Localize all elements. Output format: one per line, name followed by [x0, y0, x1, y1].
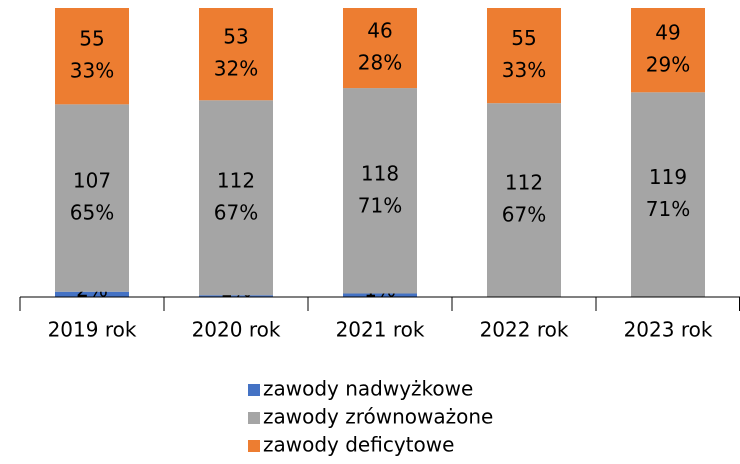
x-tick-label: 2021 rok: [336, 318, 425, 342]
percent-label: 67%: [214, 200, 258, 224]
percent-label: 33%: [70, 59, 114, 83]
bar-segment: [199, 295, 273, 297]
percent-label: 67%: [502, 203, 546, 227]
value-label: 55: [79, 27, 104, 51]
x-tick-label: 2023 rok: [624, 318, 713, 342]
bar-segment: [199, 100, 273, 296]
legend-swatch: [248, 384, 260, 396]
legend-swatch: [248, 412, 260, 424]
bar-segment: [631, 92, 705, 298]
x-tick-label: 2022 rok: [480, 318, 569, 342]
value-label: 107: [73, 169, 111, 193]
value-label: 53: [223, 25, 248, 49]
bar-segment: [631, 8, 705, 93]
legend-swatch: [248, 440, 260, 452]
value-label: 112: [505, 171, 543, 195]
legend-label: zawody zrównoważone: [263, 405, 493, 429]
bar-segment: [55, 104, 129, 292]
percent-label: 71%: [646, 197, 690, 221]
x-tick-label: 2019 rok: [48, 318, 137, 342]
bar-segment: [343, 8, 417, 89]
percent-label: 32%: [214, 57, 258, 81]
value-label: 55: [511, 26, 536, 50]
value-label: 119: [649, 165, 687, 189]
percent-label: 28%: [358, 51, 402, 75]
bar-segment: [343, 293, 417, 297]
value-label: 112: [217, 168, 255, 192]
value-label: 118: [361, 161, 399, 185]
bar-segment: [487, 103, 561, 297]
percent-label: 33%: [502, 58, 546, 82]
bar-segment: [343, 88, 417, 294]
legend-label: zawody deficytowe: [263, 433, 454, 457]
percent-label: 71%: [358, 193, 402, 217]
bar-segment: [55, 291, 129, 297]
bar-segment: [199, 8, 273, 101]
percent-label: 65%: [70, 201, 114, 225]
bar-segment: [487, 8, 561, 104]
x-tick-label: 2020 rok: [192, 318, 281, 342]
value-label: 46: [367, 19, 392, 43]
value-label: 49: [655, 21, 680, 45]
bar-segment: [55, 8, 129, 105]
percent-label: 29%: [646, 53, 690, 77]
legend-label: zawody nadwyżkowe: [263, 377, 473, 401]
